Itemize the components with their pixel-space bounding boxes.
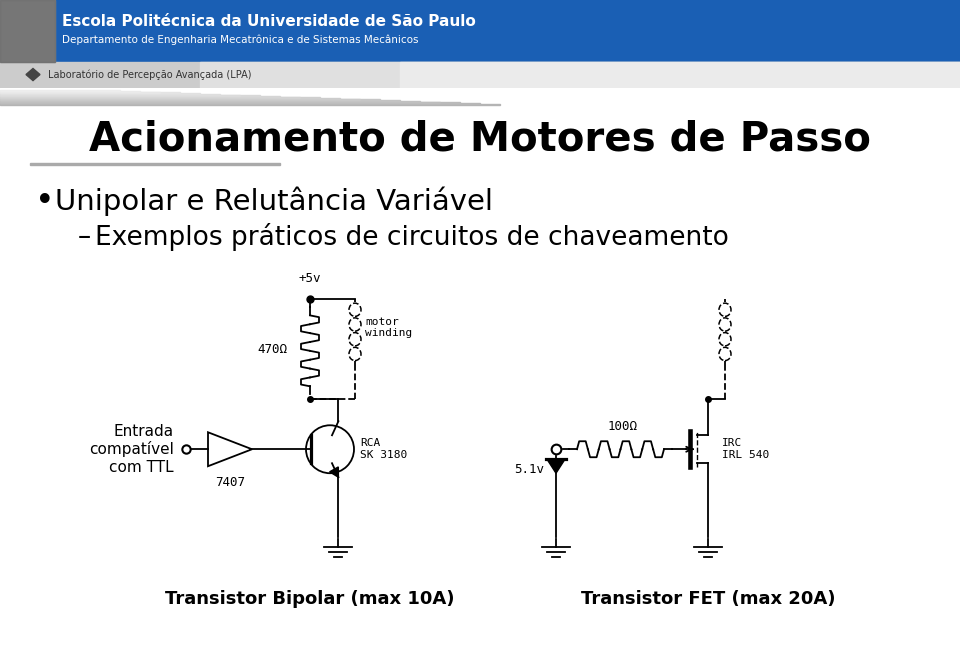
Bar <box>200 62 960 88</box>
Bar <box>0 102 460 103</box>
Text: motor
winding: motor winding <box>365 316 412 338</box>
Bar <box>0 100 400 101</box>
Bar <box>0 96 280 97</box>
Bar <box>0 99 360 100</box>
Bar <box>0 103 480 104</box>
Text: 100Ω: 100Ω <box>608 420 638 434</box>
Bar <box>0 93 200 94</box>
Text: RCA
SK 3180: RCA SK 3180 <box>360 438 407 460</box>
Bar <box>0 97 320 98</box>
Bar <box>0 92 160 93</box>
Bar <box>0 91 140 92</box>
Polygon shape <box>329 467 338 477</box>
Text: 5.1v: 5.1v <box>514 463 544 476</box>
Text: Laboratório de Percepção Avançada (LPA): Laboratório de Percepção Avançada (LPA) <box>48 70 252 80</box>
Bar <box>400 62 960 88</box>
Text: Unipolar e Relutância Variável: Unipolar e Relutância Variável <box>55 187 493 216</box>
Bar <box>0 101 420 102</box>
Bar <box>0 0 960 62</box>
Text: Escola Politécnica da Universidade de São Paulo: Escola Politécnica da Universidade de Sã… <box>62 13 476 29</box>
Text: +5v: +5v <box>299 272 322 286</box>
Polygon shape <box>26 68 40 80</box>
Bar <box>0 0 55 62</box>
Text: 7407: 7407 <box>215 476 245 489</box>
Text: IRC
IRL 540: IRC IRL 540 <box>722 438 769 460</box>
Bar <box>0 94 220 95</box>
Bar <box>0 90 120 92</box>
Bar <box>0 95 260 96</box>
Text: Transistor Bipolar (max 10A): Transistor Bipolar (max 10A) <box>165 590 455 608</box>
Text: –: – <box>78 225 91 250</box>
Bar <box>0 62 960 88</box>
Bar <box>0 92 180 94</box>
Text: •: • <box>35 185 55 218</box>
Bar <box>0 98 340 99</box>
Text: Acionamento de Motores de Passo: Acionamento de Motores de Passo <box>89 120 871 160</box>
Text: Departamento de Engenharia Mecatrônica e de Sistemas Mecânicos: Departamento de Engenharia Mecatrônica e… <box>62 34 419 45</box>
Bar <box>0 0 55 62</box>
Text: Exemplos práticos de circuitos de chaveamento: Exemplos práticos de circuitos de chavea… <box>95 223 729 252</box>
Text: Entrada
compatível
com TTL: Entrada compatível com TTL <box>89 423 174 475</box>
Text: Transistor FET (max 20A): Transistor FET (max 20A) <box>581 590 835 608</box>
Text: 470Ω: 470Ω <box>257 343 287 356</box>
Bar <box>30 163 280 165</box>
Bar <box>0 94 240 96</box>
Bar <box>0 96 300 98</box>
Polygon shape <box>547 459 565 473</box>
